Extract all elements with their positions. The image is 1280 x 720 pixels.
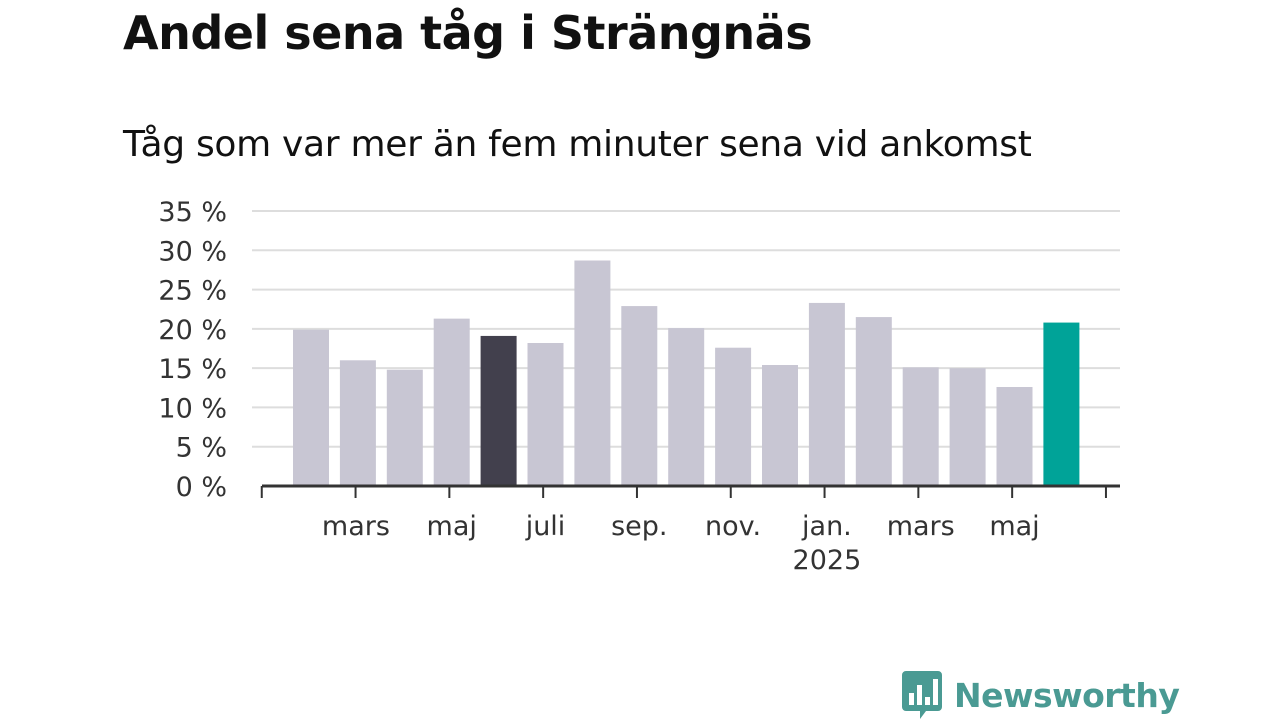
y-tick-label: 20 %: [158, 315, 227, 346]
chart-title: Andel sena tåg i Strängnäs: [123, 6, 813, 60]
x-tick-label: jan.: [801, 511, 852, 542]
bar: [527, 343, 564, 486]
bar: [996, 387, 1033, 486]
x-tick-label: nov.: [705, 511, 761, 542]
chart-subtitle: Tåg som var mer än fem minuter sena vid …: [123, 124, 1032, 165]
x-tick-label: sep.: [611, 511, 667, 542]
y-tick-label: 10 %: [158, 393, 227, 424]
bar: [762, 365, 798, 486]
bar: [808, 302, 845, 486]
bar: [1043, 322, 1080, 486]
bar: [668, 328, 705, 486]
x-tick-label: juli: [525, 511, 566, 542]
newsworthy-logo: Newsworthy: [902, 671, 1180, 719]
bar: [574, 260, 611, 486]
bar: [715, 347, 752, 486]
y-tick-label: 35 %: [158, 197, 227, 228]
bar: [433, 318, 470, 486]
bar: [855, 317, 892, 486]
y-tick-label: 5 %: [176, 433, 227, 464]
x-tick-label: mars: [322, 511, 390, 542]
bar: [293, 329, 329, 486]
x-tick-label: maj: [989, 511, 1039, 542]
y-tick-label: 0 %: [176, 472, 227, 503]
bar: [949, 368, 986, 486]
bar: [386, 369, 423, 486]
newsworthy-logo-icon: [902, 671, 942, 719]
x-tick-label: maj: [427, 511, 477, 542]
bar: [480, 335, 517, 486]
x-tick-label: mars: [887, 511, 955, 542]
y-tick-label: 30 %: [158, 236, 227, 267]
brand-name: Newsworthy: [954, 675, 1180, 715]
bar: [339, 360, 376, 486]
y-tick-label: 25 %: [158, 276, 227, 307]
x-tick-sublabel: 2025: [793, 545, 862, 576]
y-tick-label: 15 %: [158, 354, 227, 385]
bar: [621, 306, 658, 486]
bar: [902, 367, 939, 486]
